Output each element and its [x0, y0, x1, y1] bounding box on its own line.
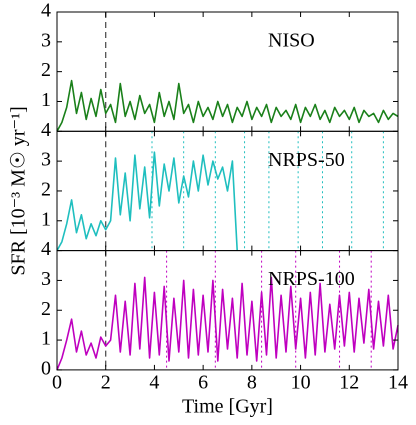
sfr-line [56, 151, 238, 251]
sfr-line [56, 79, 399, 132]
y-tick-label: 4 [41, 238, 51, 260]
y-tick-label: 2 [41, 59, 51, 81]
y-tick-label: 1 [41, 89, 51, 111]
x-tick-label: 0 [52, 371, 62, 393]
panel-label: NISO [268, 30, 315, 52]
x-tick-label: 4 [149, 371, 159, 393]
y-tick-label: 3 [41, 149, 51, 171]
x-tick-label: 12 [339, 371, 359, 393]
y-tick-label: 4 [41, 119, 51, 141]
panel-label: NRPS-50 [268, 149, 345, 171]
y-tick-label: 0 [41, 357, 51, 379]
y-tick-label: 3 [41, 29, 51, 51]
y-tick-label: 1 [41, 328, 51, 350]
x-axis-label: Time [Gyr] [182, 395, 273, 417]
y-tick-label: 2 [41, 179, 51, 201]
y-tick-label: 1 [41, 208, 51, 230]
sfr-line [56, 276, 399, 371]
x-tick-label: 8 [247, 371, 257, 393]
x-tick-label: 14 [388, 371, 408, 393]
x-tick-label: 6 [198, 371, 208, 393]
y-axis-label: SFR [10⁻³ M☉ yr⁻¹] [8, 106, 30, 275]
y-tick-label: 4 [41, 0, 51, 22]
y-tick-label: 2 [41, 298, 51, 320]
x-tick-label: 2 [101, 371, 111, 393]
y-tick-label: 3 [41, 268, 51, 290]
x-tick-label: 10 [291, 371, 311, 393]
panel-label: NRPS-100 [268, 268, 355, 290]
